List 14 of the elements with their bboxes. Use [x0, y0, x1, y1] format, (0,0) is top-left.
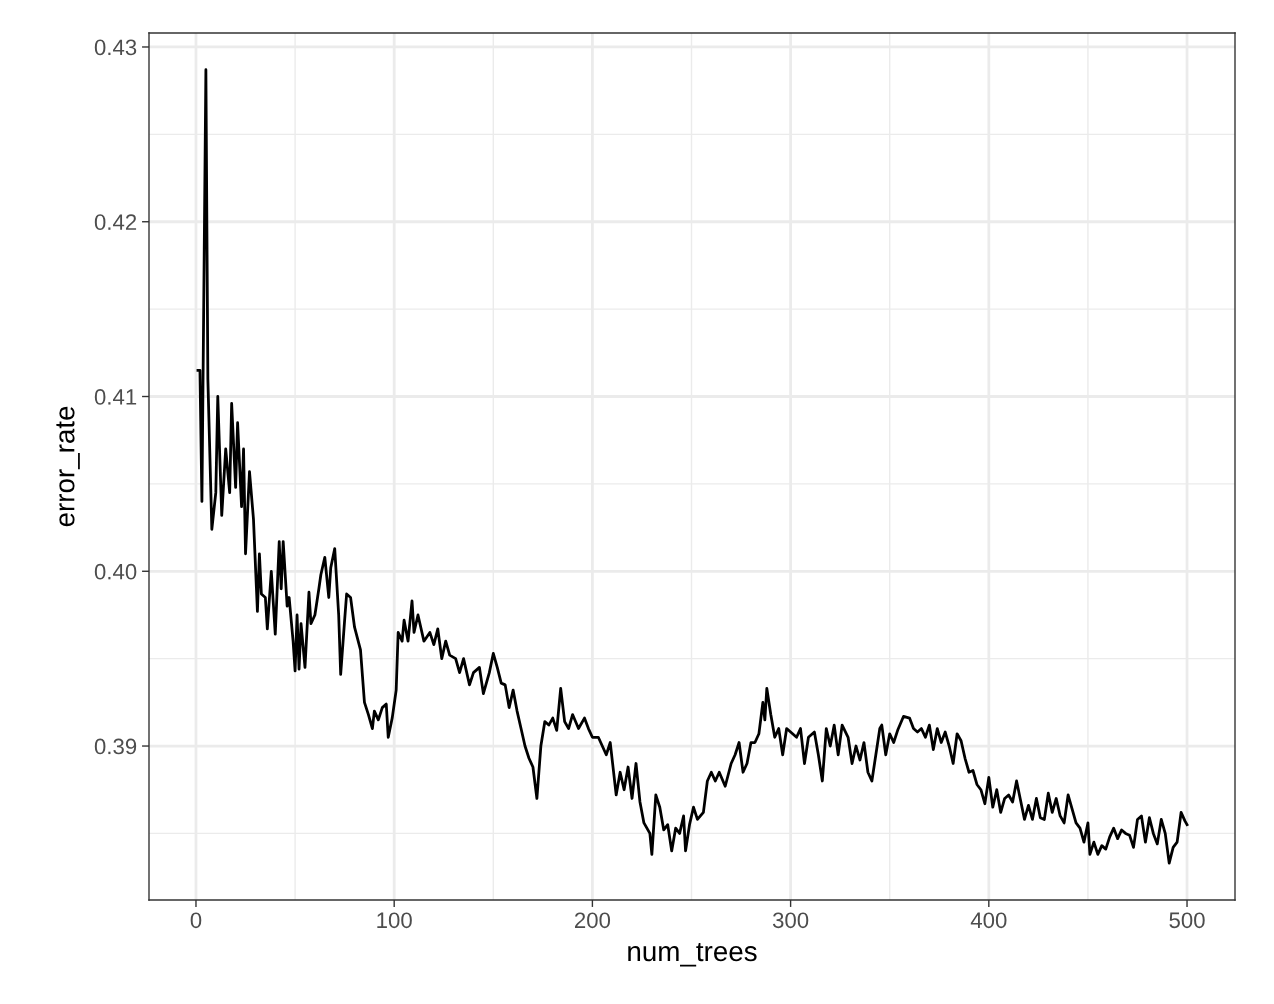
- y-tick-label: 0.39: [94, 738, 137, 755]
- y-tick-label: 0.42: [94, 214, 137, 231]
- y-tick-label: 0.41: [94, 389, 137, 405]
- x-tick-label: 500: [1169, 912, 1205, 929]
- x-tick-label: 100: [377, 912, 412, 929]
- y-tick-label: 0.43: [94, 39, 137, 56]
- x-tick-label: 400: [970, 912, 1007, 929]
- y-tick-label: 0.40: [94, 563, 137, 580]
- x-axis-title: num_trees: [628, 943, 757, 967]
- x-tick-label: 300: [772, 912, 809, 929]
- y-axis-title: error_rate: [56, 406, 80, 527]
- x-tick-label: 0: [190, 912, 202, 929]
- x-tick-label: 200: [574, 912, 611, 929]
- line-series: [196, 68, 1189, 865]
